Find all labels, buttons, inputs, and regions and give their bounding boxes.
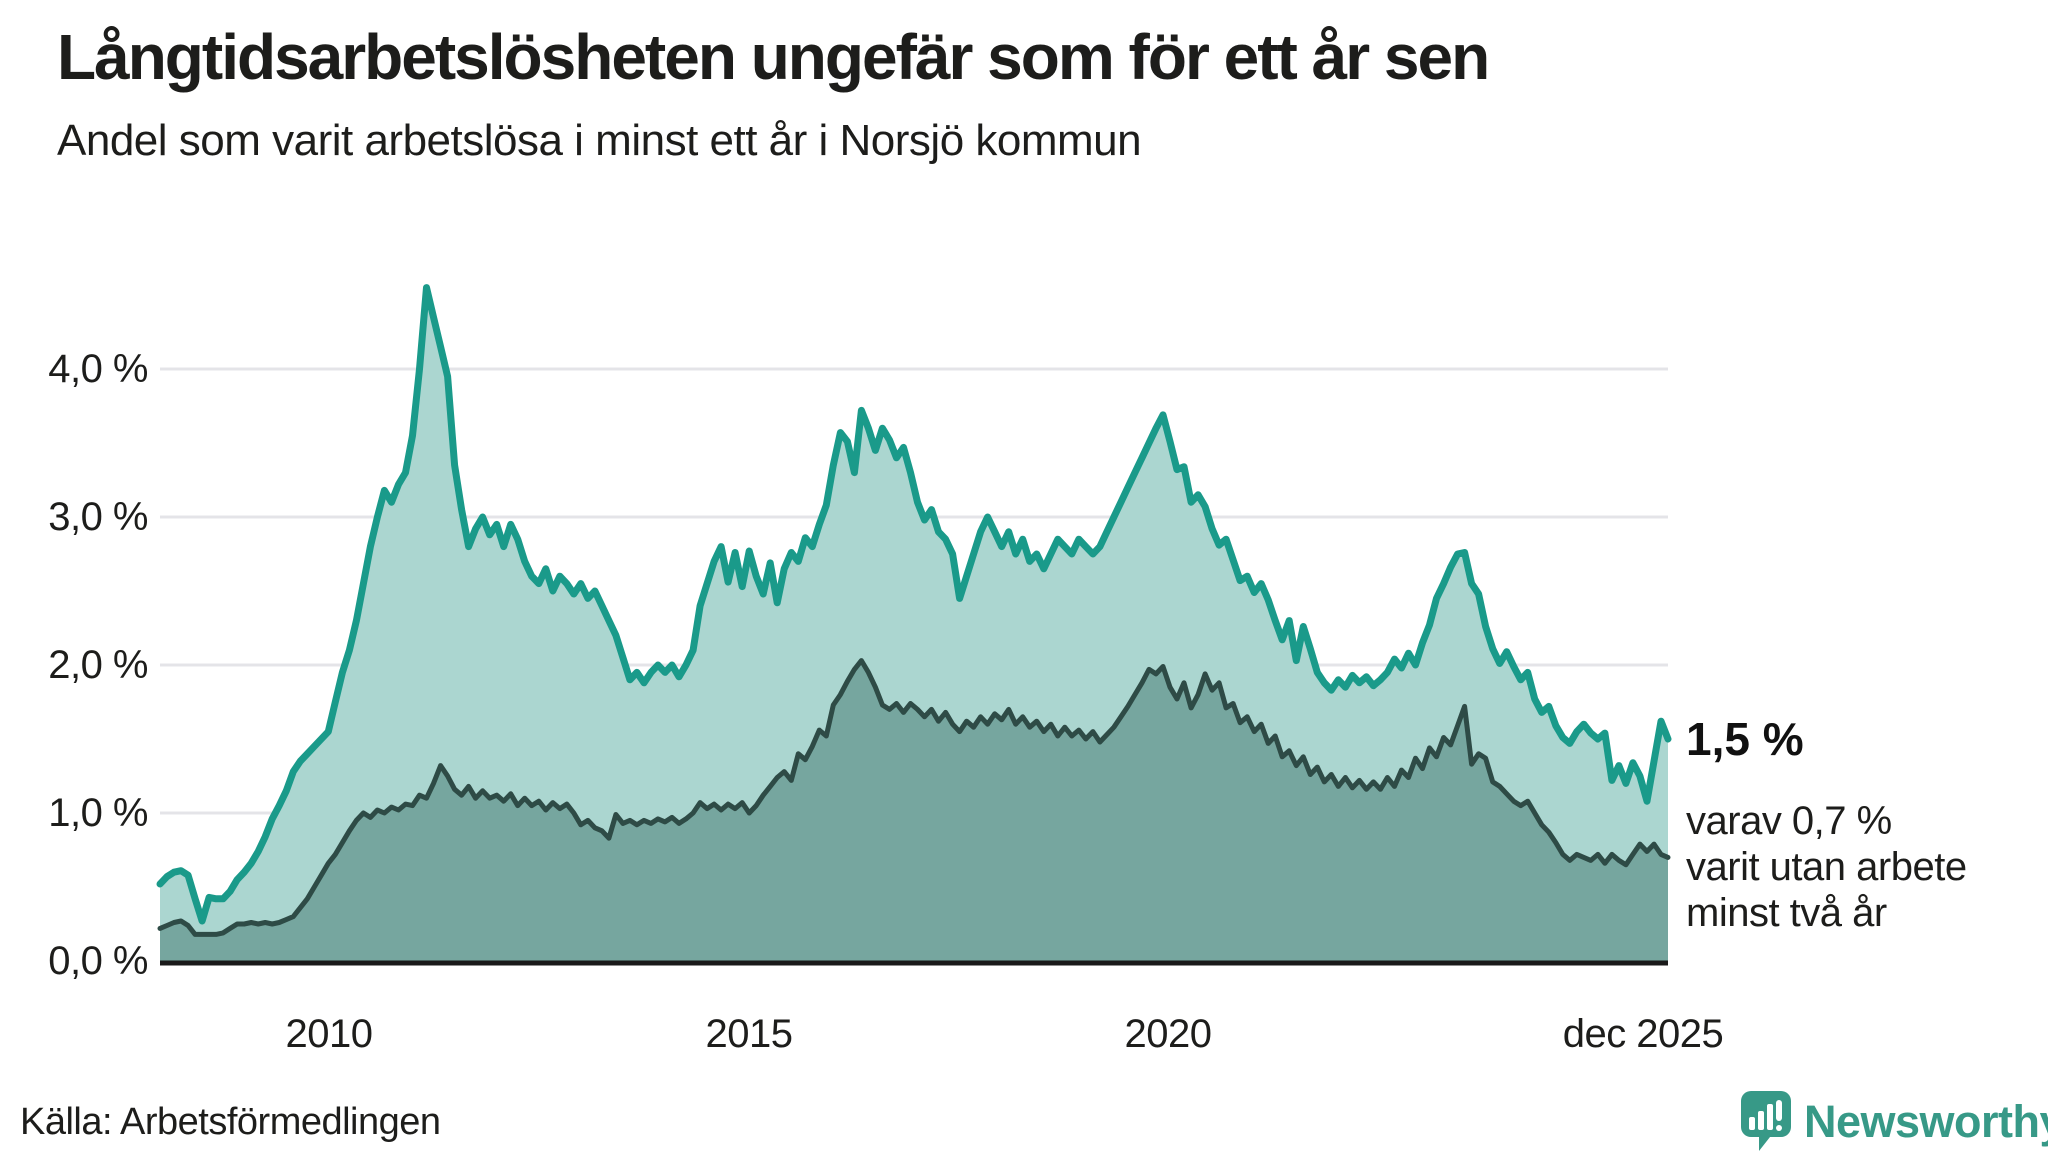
x-tick-dec-2025: dec 2025 bbox=[1562, 1012, 1724, 1056]
area-fill-two-years bbox=[160, 660, 1668, 961]
x-tick-2020: 2020 bbox=[1124, 1012, 1212, 1056]
line-one-year bbox=[156, 284, 1672, 925]
newsworthy-bubble-icon bbox=[1741, 1091, 1791, 1151]
line-two-years bbox=[157, 658, 1671, 937]
x-tick-2010: 2010 bbox=[285, 1012, 373, 1056]
y-tick-2: 2,0 % bbox=[48, 643, 148, 687]
newsworthy-logo-text: Newsworthy bbox=[1804, 1096, 2048, 1147]
end-note-label: varav 0,7 % varit utan arbete minst två … bbox=[1686, 799, 1967, 935]
page-title: Långtidsarbetslösheten ungefär som för e… bbox=[57, 21, 1490, 93]
x-tick-2015: 2015 bbox=[705, 1012, 793, 1056]
y-tick-0: 0,0 % bbox=[48, 939, 148, 983]
y-tick-1: 1,0 % bbox=[48, 791, 148, 835]
y-tick-4: 4,0 % bbox=[48, 347, 148, 391]
newsworthy-logo: Newsworthy bbox=[1740, 1090, 2048, 1152]
y-tick-3: 3,0 % bbox=[48, 495, 148, 539]
end-value-label: 1,5 % bbox=[1686, 713, 1804, 765]
page-subtitle: Andel som varit arbetslösa i minst ett å… bbox=[57, 116, 1142, 165]
source-label: Källa: Arbetsförmedlingen bbox=[20, 1101, 441, 1143]
